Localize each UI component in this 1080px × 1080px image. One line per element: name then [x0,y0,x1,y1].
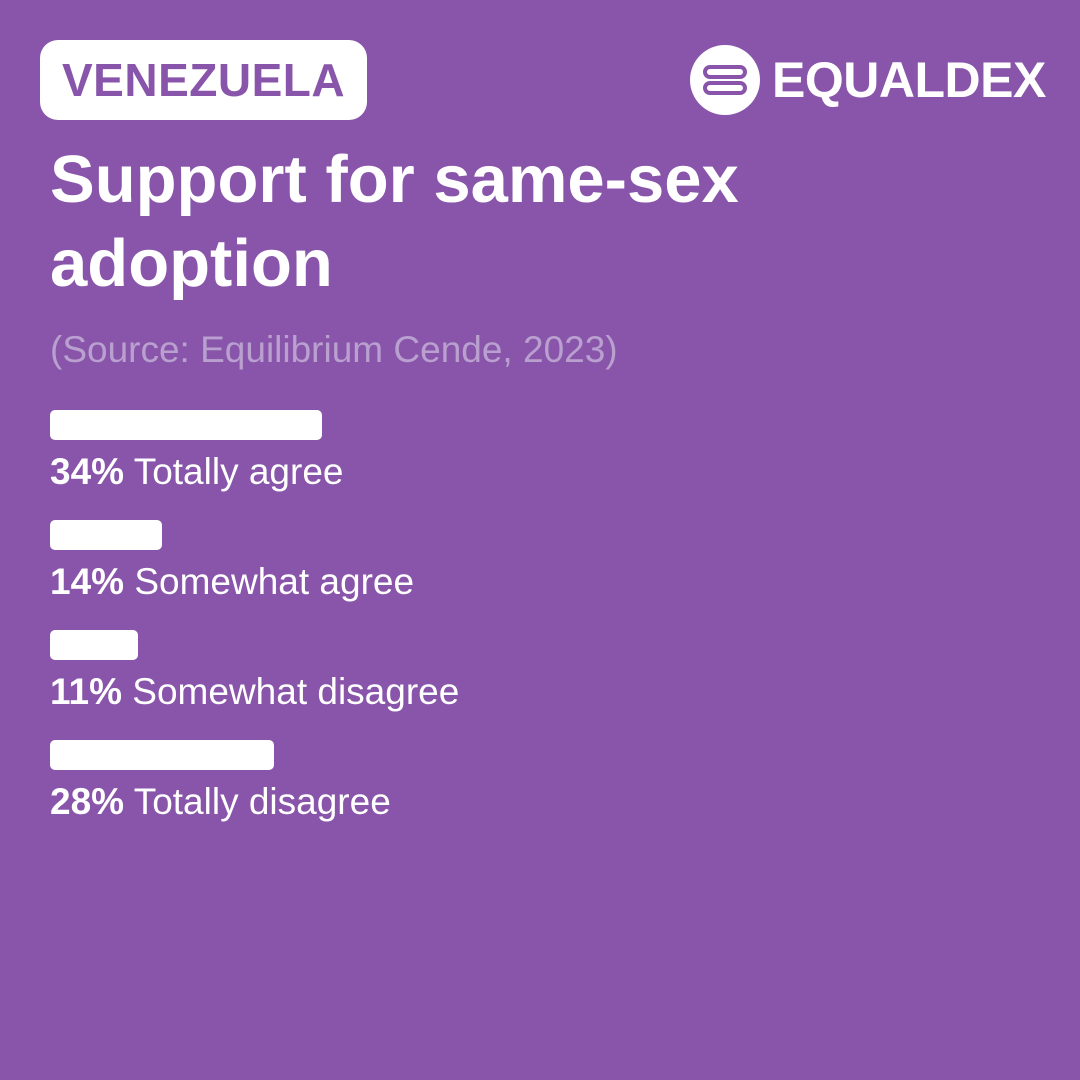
brand-logo: EQUALDEX [690,44,1046,116]
bar [50,630,138,660]
bar-value-label: 11% [50,671,123,712]
bar-value-label: 34% [50,451,125,492]
bar-category-label: Somewhat agree [134,561,415,602]
country-badge: VENEZUELA [40,40,368,120]
bar-label: 14% Somewhat agree [50,560,1030,604]
bar-label: 34% Totally agree [50,450,1030,494]
bar-chart: 34% Totally agree 14% Somewhat agree 11% S… [50,410,1030,850]
bar-category-label: Totally agree [133,451,344,492]
country-name: VENEZUELA [62,54,346,106]
equaldex-logo-icon [690,45,760,115]
bar-value-label: 28% [50,781,125,822]
bar [50,520,162,550]
bar-category-label: Somewhat disagree [132,671,460,712]
bar-label: 28% Totally disagree [50,780,1030,824]
brand-name: EQUALDEX [772,52,1046,108]
bar-row: 14% Somewhat agree [50,520,1030,630]
bar-category-label: Totally disagree [133,781,391,822]
bar [50,410,322,440]
bar-label: 11% Somewhat disagree [50,670,1030,714]
chart-source: (Source: Equilibrium Cende, 2023) [50,329,618,370]
bar-row: 28% Totally disagree [50,740,1030,850]
bar-row: 34% Totally agree [50,410,1030,520]
bar-row: 11% Somewhat disagree [50,630,1030,740]
bar-value-label: 14% [50,561,125,602]
chart-title: Support for same-sex adoption [50,142,739,301]
bar [50,740,274,770]
